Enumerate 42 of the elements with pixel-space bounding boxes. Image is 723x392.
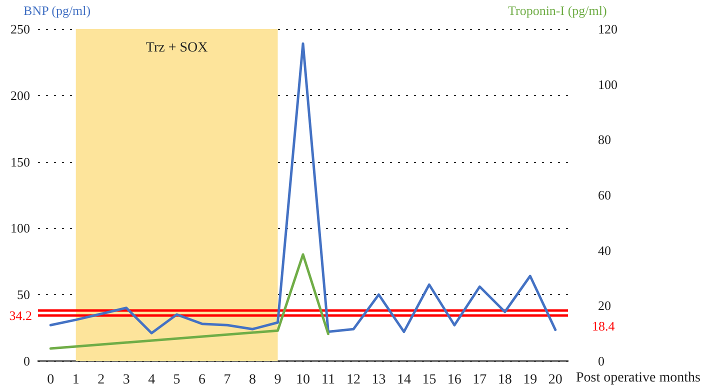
x-tick-label: 11 xyxy=(321,372,335,388)
x-tick-label: 8 xyxy=(249,372,256,388)
y-tick-label: 250 xyxy=(10,22,30,36)
y2-tick-label: 0 xyxy=(598,354,604,368)
x-tick-label: 12 xyxy=(346,372,360,388)
y2-tick-label: 20 xyxy=(598,298,611,314)
line-series xyxy=(49,253,330,350)
y-tick-label: 50 xyxy=(17,287,30,302)
x-tick-label: 5 xyxy=(173,372,180,388)
y2-tick-label: 60 xyxy=(598,188,611,202)
x-axis-title: Post operative months xyxy=(576,370,700,386)
y2-tick-label: 40 xyxy=(598,242,611,258)
x-tick-label: 3 xyxy=(122,372,130,388)
y-tick-label: 100 xyxy=(10,220,30,236)
x-tick-label: 18 xyxy=(498,372,512,388)
x-tick-label: 1 xyxy=(72,372,80,388)
x-tick-label: 9 xyxy=(274,372,282,388)
x-tick-label: 20 xyxy=(548,372,562,388)
y-tick-label: 200 xyxy=(10,88,30,103)
y-tick-label: 0 xyxy=(24,354,30,368)
x-tick-label: 10 xyxy=(296,372,310,388)
x-tick-label: 19 xyxy=(523,372,538,388)
x-tick-label: 14 xyxy=(396,372,411,388)
x-tick-label: 13 xyxy=(372,372,386,388)
x-tick-label: 16 xyxy=(447,372,462,388)
y2-tick-label: 100 xyxy=(598,76,618,92)
x-tick-label: 0 xyxy=(47,372,54,388)
x-tick-label: 6 xyxy=(198,372,206,388)
y2-tick-label: 80 xyxy=(598,132,611,148)
y-axis-title: BNP (pg/ml) xyxy=(24,3,91,18)
x-tick-label: 7 xyxy=(224,372,231,388)
y2-tick-label: 120 xyxy=(598,22,618,36)
line-series xyxy=(49,42,557,334)
x-tick-label: 4 xyxy=(148,372,156,388)
y2-axis-title: Troponin-I (pg/ml) xyxy=(508,3,607,18)
ref-line-label: 34.2 xyxy=(9,308,32,324)
x-tick-label: 15 xyxy=(422,372,436,388)
band-label: Trz + SOX xyxy=(146,40,208,56)
y-tick-label: 150 xyxy=(10,154,30,170)
x-tick-label: 2 xyxy=(98,372,105,388)
ref-line-label: 18.4 xyxy=(592,318,616,334)
x-tick-label: 17 xyxy=(472,372,487,388)
